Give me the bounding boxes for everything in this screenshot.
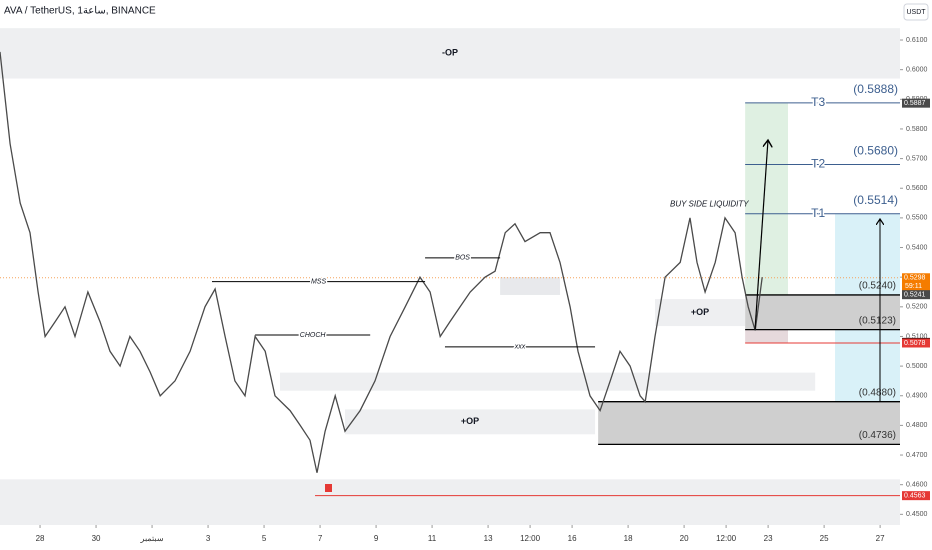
target-value: (0.5680) — [853, 144, 898, 158]
y-tick-label: 0.5400 — [906, 244, 928, 251]
zone — [500, 277, 561, 295]
y-tick-label: 0.4700 — [906, 452, 928, 459]
y-tick-label: 0.6000 — [906, 67, 928, 74]
zone-low-label: (0.5123) — [859, 315, 896, 326]
x-tick-label: 12:00 — [520, 534, 541, 543]
price-tag-label: 0.5298 — [904, 275, 926, 282]
price-tag — [902, 98, 930, 108]
price-tag-countdown: 59:11 — [905, 283, 922, 290]
structure-label: MSS — [311, 278, 327, 285]
y-tick-label: 0.4800 — [906, 422, 928, 429]
currency-box[interactable] — [903, 3, 929, 21]
target-value: (0.5514) — [853, 193, 898, 207]
target-name: T2 — [811, 157, 825, 171]
price-series — [0, 51, 763, 473]
zone — [0, 28, 900, 79]
y-tick-label: 0.5000 — [906, 363, 928, 370]
x-tick-label: 7 — [318, 534, 323, 543]
x-tick-label: 11 — [428, 534, 437, 543]
structure-label: BOS — [455, 255, 470, 262]
sell-icon — [325, 484, 332, 492]
zone-label: -OP — [442, 48, 458, 58]
x-tick-label: 5 — [262, 534, 267, 543]
zone — [654, 299, 746, 327]
zone — [280, 372, 816, 391]
zone — [0, 479, 900, 530]
price-tag-label: 0.5078 — [904, 340, 926, 347]
x-tick-label: 25 — [820, 534, 829, 543]
x-tick-label: 12:00 — [716, 534, 737, 543]
zone — [745, 103, 788, 295]
y-tick-label: 0.4900 — [906, 393, 928, 400]
zone-low-label: (0.4736) — [859, 430, 896, 441]
target-value: (0.5888) — [853, 82, 898, 96]
structure-label: CHOCH — [300, 332, 327, 339]
x-tick-label: 28 — [36, 534, 45, 543]
currency: USDT — [906, 9, 926, 16]
zone-label: +OP — [461, 416, 479, 426]
zone-high-label: (0.5240) — [859, 281, 896, 292]
y-tick-label: 0.5500 — [906, 215, 928, 222]
projection-arrow — [754, 140, 768, 331]
price-tag — [902, 338, 930, 348]
zone — [344, 409, 596, 435]
price-tag — [902, 290, 930, 300]
y-tick-label: 0.4600 — [906, 482, 928, 489]
x-tick-label: 23 — [764, 534, 773, 543]
chart-title: AVA / TetherUS, 1ساعة, BINANCE — [4, 6, 156, 17]
x-tick-label: 27 — [876, 534, 885, 543]
price-tag — [902, 491, 930, 501]
zone — [745, 294, 900, 330]
y-tick-label: 0.5700 — [906, 155, 928, 162]
zone-high-label: (0.4880) — [859, 387, 896, 398]
x-tick-label: 30 — [92, 534, 101, 543]
y-tick-label: 0.5200 — [906, 304, 928, 311]
annotation: BUY SIDE LIQUIDITY — [670, 200, 749, 209]
price-tag-label: 0.5887 — [904, 100, 926, 107]
x-tick-label: 13 — [484, 534, 493, 543]
y-tick-label: 0.5100 — [906, 333, 928, 340]
x-tick-label: 16 — [568, 534, 577, 543]
target-name: T3 — [811, 95, 825, 109]
x-tick-label: 18 — [624, 534, 633, 543]
y-tick-label: 0.5800 — [906, 126, 928, 133]
y-tick-label: 0.5600 — [906, 185, 928, 192]
zone — [598, 401, 900, 445]
target-name: T1 — [811, 206, 825, 220]
price-tag-label: 0.4563 — [904, 492, 926, 499]
structure-label: xxx — [514, 344, 526, 351]
zone — [745, 329, 788, 343]
price-tag-label: 0.5241 — [904, 292, 926, 299]
time-axis — [0, 525, 932, 550]
x-tick-label: 20 — [680, 534, 689, 543]
y-tick-label: 0.4500 — [906, 511, 928, 518]
zone-label: +OP — [691, 307, 709, 317]
x-tick-label: سبتمبر — [140, 534, 164, 543]
price-tag — [902, 273, 930, 292]
x-tick-label: 3 — [206, 534, 211, 543]
x-tick-label: 9 — [374, 534, 379, 543]
y-tick-label: 0.6100 — [906, 37, 928, 44]
